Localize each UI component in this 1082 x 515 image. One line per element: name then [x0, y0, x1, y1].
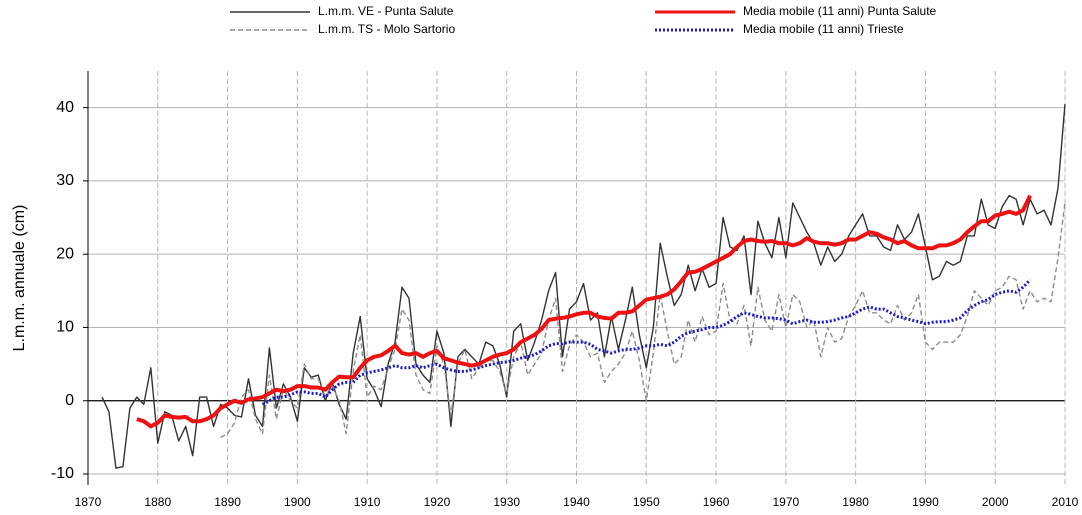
series-line: [220, 202, 1066, 439]
y-tick-label: -10: [51, 465, 74, 482]
x-tick-label: 1900: [284, 495, 311, 509]
x-tick-label: 1880: [144, 495, 171, 509]
legend-label: Media mobile (11 anni) Punta Salute: [743, 4, 937, 18]
x-tick-label: 1990: [912, 495, 939, 509]
y-tick-label: 0: [65, 392, 74, 409]
x-tick-label: 2000: [982, 495, 1009, 509]
y-tick-label: 10: [56, 319, 74, 336]
y-axis-label: L.m.m. annuale (cm): [11, 205, 28, 352]
y-tick-label: 20: [56, 245, 74, 262]
series-line: [261, 278, 1032, 406]
x-tick-label: 1910: [354, 495, 381, 509]
legend-label: Media mobile (11 anni) Trieste: [743, 22, 904, 36]
x-tick-label: 1970: [773, 495, 800, 509]
x-tick-label: 1870: [75, 495, 102, 509]
x-tick-label: 1890: [214, 495, 241, 509]
y-tick-label: 30: [56, 172, 74, 189]
legend-label: L.m.m. TS - Molo Sartorio: [318, 22, 455, 36]
x-tick-label: 1950: [633, 495, 660, 509]
series-line: [136, 194, 1032, 429]
x-tick-label: 1940: [563, 495, 590, 509]
series-line: [101, 103, 1066, 469]
x-tick-label: 1930: [493, 495, 520, 509]
y-tick-label: 40: [56, 99, 74, 116]
x-tick-label: 1960: [703, 495, 730, 509]
x-tick-label: 2010: [1052, 495, 1079, 509]
x-tick-label: 1980: [842, 495, 869, 509]
x-tick-label: 1920: [424, 495, 451, 509]
legend-label: L.m.m. VE - Punta Salute: [318, 4, 454, 18]
